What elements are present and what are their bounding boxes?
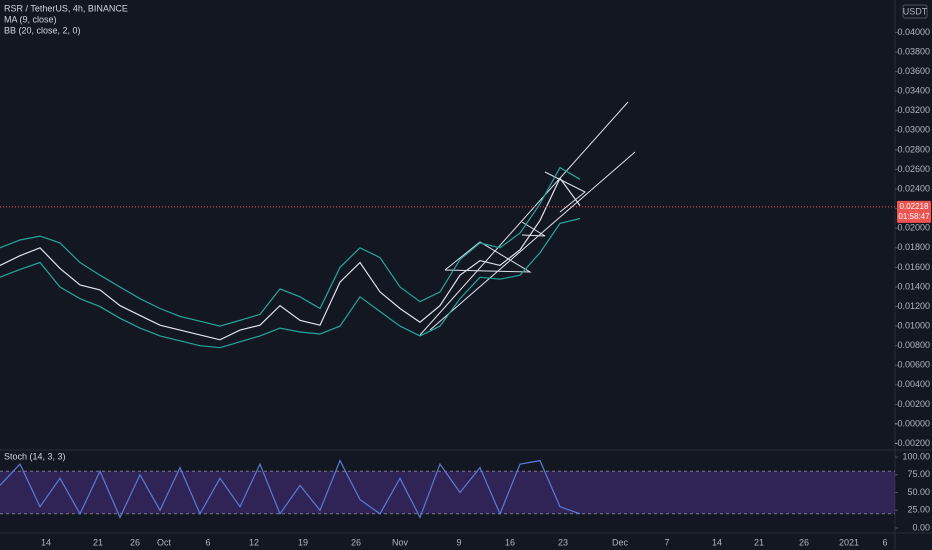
x-tick-label: 12 [249,537,259,547]
y-tick-label: 0.03000 [897,125,930,135]
y-tick-label: 0.00 [912,522,930,532]
y-tick-label: 0.01800 [897,242,930,252]
x-tick-label: 21 [93,537,103,547]
series-line [0,217,581,349]
currency: USDT [903,6,928,16]
x-tick-label: 16 [505,537,515,547]
last-price-box [897,200,931,223]
y-tick-label: 0.00800 [897,340,930,350]
chart-title: RSR / TetherUS, 4h, BINANCE [4,3,128,13]
indicator-label: BB (20, close, 2, 0) [4,25,81,35]
y-tick-label: 100.00 [902,451,930,461]
x-tick-label: 26 [130,537,140,547]
x-tick-label: 2021 [839,537,859,547]
x-tick-label: 6 [882,537,887,547]
x-tick-label: Dec [612,537,629,547]
y-tick-label: 50.00 [907,487,930,497]
x-tick-label: 26 [351,537,361,547]
x-tick-label: Nov [392,537,409,547]
y-tick-label: 0.03600 [897,66,930,76]
y-tick-label: 0.02800 [897,144,930,154]
x-tick-label: 9 [456,537,461,547]
y-tick-label: 0.02600 [897,164,930,174]
y-tick-label: -0.00200 [894,438,930,448]
x-tick-label: 19 [298,537,308,547]
trend-line [429,151,636,331]
y-tick-label: 0.02000 [897,223,930,233]
y-tick-label: 0.01000 [897,321,930,331]
x-tick-label: Oct [157,537,172,547]
y-tick-label: 25.00 [907,505,930,515]
stoch-band [0,471,895,514]
trend-line [419,101,629,336]
y-tick-label: 0.00200 [897,399,930,409]
series-line [0,177,581,341]
y-tick-label: 0.03400 [897,86,930,96]
y-tick-label: 0.00600 [897,360,930,370]
series-line [0,166,581,327]
y-tick-label: 0.01600 [897,262,930,272]
series-line [0,459,581,519]
x-tick-label: 21 [754,537,764,547]
x-tick-label: 26 [799,537,809,547]
last-price-label: 0.02218 [900,202,929,211]
indicator-label: Stoch (14, 3, 3) [4,451,66,461]
y-tick-label: 0.03200 [897,105,930,115]
currency-box [902,4,928,19]
x-tick-label: 14 [41,537,51,547]
x-tick-label: 14 [712,537,722,547]
y-tick-label: 0.04000 [897,27,930,37]
countdown: 01:58:47 [898,212,930,221]
y-tick-label: 0.03800 [897,46,930,56]
y-tick-label: 0.01400 [897,281,930,291]
y-tick-label: 0.00400 [897,379,930,389]
x-tick-label: 7 [664,537,669,547]
y-tick-label: 0.01200 [897,301,930,311]
triangle [444,241,532,273]
x-tick-label: 23 [558,537,568,547]
x-tick-label: 6 [205,537,210,547]
y-tick-label: 75.00 [907,469,930,479]
pennant [544,171,586,213]
y-tick-label: -0.00000 [894,418,930,428]
drawings [419,101,636,336]
indicator-label: MA (9, close) [4,14,57,24]
y-tick-label: 0.02400 [897,183,930,193]
